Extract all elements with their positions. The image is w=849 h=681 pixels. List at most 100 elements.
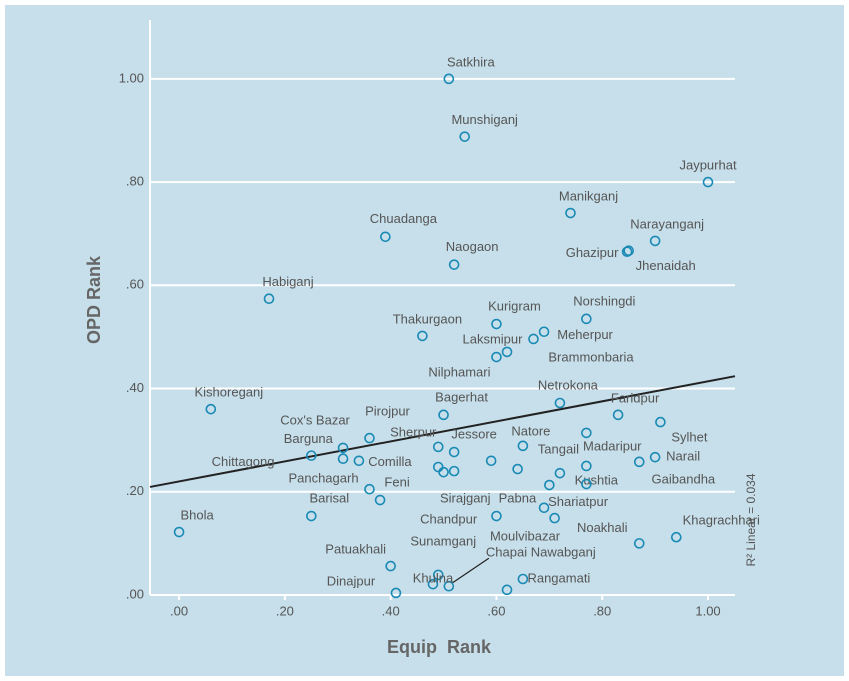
point — [438, 466, 449, 478]
point-label: Panchagarh — [288, 471, 358, 486]
x-tick-label: .20 — [276, 603, 294, 618]
point — [417, 330, 428, 342]
point — [655, 416, 666, 428]
point-label: Kishoreganj — [194, 385, 263, 400]
leader-line — [451, 557, 490, 584]
x-axis-title: Equip Rank — [387, 637, 492, 657]
y-axis-title: OPD Rank — [84, 255, 104, 344]
point — [581, 313, 592, 325]
point — [353, 455, 365, 467]
point-label: Dinajpur — [327, 574, 376, 589]
point — [649, 451, 661, 463]
point — [374, 494, 386, 506]
point-label: Narayanganj — [630, 216, 704, 231]
point — [549, 512, 560, 524]
point-label: Habiganj — [262, 274, 313, 289]
point — [432, 441, 444, 453]
point-label: Sherpur — [390, 424, 437, 439]
point — [491, 318, 502, 330]
x-tick-label: .40 — [382, 603, 400, 618]
y-tick-label: 1.00 — [119, 70, 144, 85]
point — [427, 578, 439, 590]
point-label: Bhola — [180, 507, 214, 522]
point-label: Barguna — [284, 431, 334, 446]
point — [306, 510, 317, 522]
point-label: Chapai Nawabganj — [486, 545, 596, 560]
point — [485, 455, 497, 467]
point — [517, 573, 529, 585]
point — [623, 245, 634, 257]
point — [448, 465, 460, 477]
point-label: Satkhira — [447, 54, 495, 69]
point-label: Naogaon — [446, 239, 499, 254]
point-label: Brammonbaria — [548, 349, 634, 364]
point — [512, 463, 523, 475]
point-label: Narail — [666, 449, 700, 464]
point — [448, 259, 460, 270]
point-label: Gaibandha — [652, 471, 716, 486]
point-label: Meherpur — [557, 327, 613, 342]
point — [517, 440, 529, 452]
point-label: Ghazipur — [566, 245, 619, 260]
point — [538, 326, 550, 338]
point-label: Norshingdi — [573, 293, 635, 308]
point — [544, 479, 555, 491]
fit-line — [149, 375, 736, 488]
y-tick-label: .80 — [126, 174, 144, 189]
point-label: Natore — [511, 423, 550, 438]
point — [565, 207, 576, 219]
point-label: Chittagong — [212, 454, 275, 469]
point — [702, 176, 714, 188]
point-label: Noakhali — [577, 520, 628, 535]
point — [432, 569, 444, 581]
point-label: Chuadanga — [370, 211, 438, 226]
point-label: Chandpur — [420, 512, 478, 527]
point-label: Shariatpur — [548, 494, 609, 509]
point — [612, 409, 624, 421]
point-label: Manikganj — [559, 188, 618, 203]
point-label: Bagerhat — [435, 389, 488, 404]
point — [554, 467, 566, 479]
point — [491, 351, 502, 363]
point-label: Barisal — [309, 490, 349, 505]
y-tick-label: .00 — [126, 586, 144, 601]
point — [491, 510, 502, 522]
point-label: Comilla — [368, 454, 412, 469]
point-label: Moulvibazar — [490, 528, 561, 543]
point — [438, 409, 449, 421]
point-label: Khagrachhari — [683, 513, 760, 528]
point — [337, 453, 349, 465]
point — [390, 587, 402, 599]
point-label: Jhenaidah — [636, 258, 696, 273]
x-tick-label: .80 — [593, 603, 611, 618]
point — [538, 502, 550, 514]
fit-annotation: R² Linear = 0.034 — [744, 473, 758, 566]
point — [633, 456, 645, 468]
point — [337, 442, 349, 454]
point-label: Netrokona — [538, 377, 599, 392]
point — [581, 460, 592, 472]
point — [364, 432, 375, 444]
point — [581, 427, 592, 439]
point — [364, 483, 375, 495]
point-label: Tangail — [538, 441, 579, 456]
point — [205, 403, 217, 415]
point — [448, 446, 460, 458]
point — [501, 584, 513, 596]
point-label: Madaripur — [583, 438, 642, 453]
point — [554, 397, 566, 409]
x-tick-label: 1.00 — [695, 603, 720, 618]
x-tick-label: .00 — [170, 603, 188, 618]
point-label: Laksmipur — [462, 331, 523, 346]
y-tick-label: .40 — [126, 380, 144, 395]
point — [633, 538, 645, 549]
point-label: Sunamganj — [410, 533, 476, 548]
point — [380, 231, 391, 243]
point-label: Sylhet — [671, 430, 708, 445]
point-label: Jaypurhat — [679, 158, 736, 173]
point — [528, 333, 539, 345]
point — [501, 346, 513, 358]
point — [443, 73, 455, 85]
point-label: Jessore — [451, 426, 497, 441]
